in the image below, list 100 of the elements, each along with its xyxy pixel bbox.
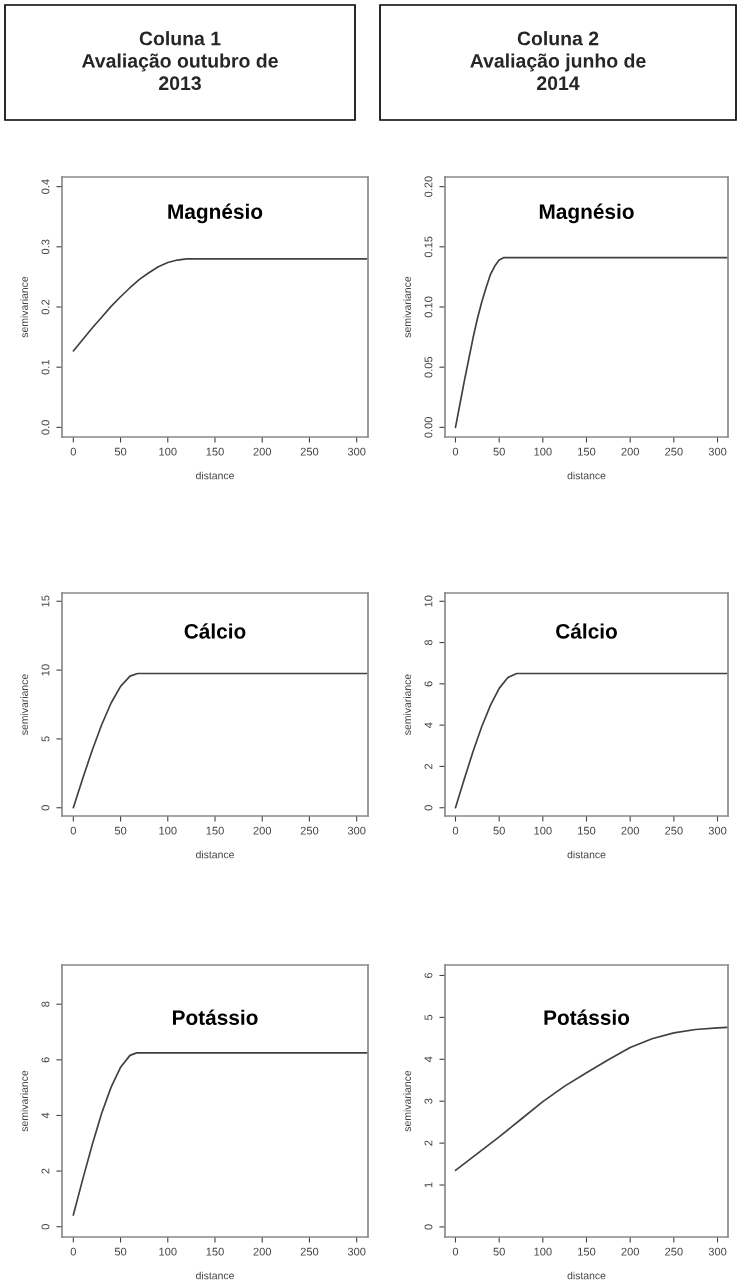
x-tick-label: 250	[665, 826, 683, 835]
y-tick-label: 10	[424, 595, 433, 607]
x-axis-title: distance	[196, 850, 234, 859]
y-tick-label: 0.05	[424, 356, 433, 378]
line-series	[454, 1026, 728, 1172]
line-series	[72, 672, 368, 809]
x-axis-title: distance	[567, 471, 606, 480]
y-tick-label: 15	[41, 595, 50, 607]
x-tick-label: 100	[159, 1247, 177, 1256]
y-tick-label: 4	[41, 1112, 50, 1119]
x-tick-label: 100	[534, 826, 552, 835]
x-tick-label: 100	[159, 447, 177, 456]
y-tick-label: 4	[424, 722, 433, 728]
x-tick-label: 100	[534, 447, 552, 456]
x-tick-label: 200	[253, 447, 272, 456]
y-tick-label: 8	[424, 639, 433, 646]
line-series	[454, 256, 728, 429]
text: Cálcio	[184, 623, 246, 639]
x-tick-label: 250	[300, 1247, 319, 1256]
x-tick-label: 300	[347, 826, 366, 835]
y-tick-label: 8	[41, 1001, 50, 1007]
x-axis-title: distance	[196, 1271, 234, 1280]
text: Potássio	[544, 1009, 630, 1025]
x-tick-label: 200	[621, 447, 640, 456]
text: Coluna 2 Avaliação junho de 2014	[470, 31, 646, 91]
y-tick-label: 2	[424, 763, 433, 769]
x-axis-title: distance	[567, 850, 606, 859]
x-tick-label: 50	[114, 1247, 127, 1256]
x-tick-label: 300	[347, 447, 366, 456]
x-tick-label: 200	[253, 1247, 272, 1256]
y-tick-label: 0.1	[41, 360, 50, 375]
y-tick-label: 1	[424, 1182, 433, 1188]
x-tick-label: 200	[253, 826, 272, 835]
x-tick-label: 0	[452, 1247, 459, 1256]
line-series	[72, 258, 368, 352]
x-tick-label: 200	[621, 826, 640, 835]
y-tick-label: 3	[424, 1098, 433, 1104]
y-tick-label: 6	[424, 681, 433, 687]
y-tick-label: 4	[424, 1056, 433, 1063]
x-tick-label: 300	[347, 1247, 366, 1256]
y-axis-title: semivariance	[403, 674, 412, 735]
y-tick-label: 0.0	[41, 420, 50, 435]
x-tick-label: 150	[578, 447, 596, 456]
x-tick-label: 150	[206, 826, 224, 835]
text: Potássio	[172, 1009, 258, 1025]
x-axis-title: distance	[567, 1271, 606, 1280]
y-tick-label: 2	[424, 1140, 433, 1146]
x-tick-label: 50	[493, 447, 505, 456]
y-tick-label: 0.3	[41, 239, 50, 255]
x-tick-label: 250	[665, 447, 683, 456]
y-tick-label: 0	[424, 805, 433, 811]
y-axis-title: semivariance	[403, 1070, 412, 1132]
y-tick-label: 0	[41, 805, 50, 811]
x-tick-label: 100	[534, 1247, 552, 1256]
x-tick-label: 0	[452, 447, 459, 456]
text: Magnésio	[168, 203, 263, 224]
x-tick-label: 300	[708, 447, 727, 456]
y-tick-label: 5	[41, 736, 50, 742]
y-tick-label: 0.4	[41, 179, 50, 194]
y-tick-label: 0	[41, 1224, 50, 1230]
line-series	[454, 672, 728, 809]
y-axis-title: semivariance	[403, 276, 412, 338]
x-tick-label: 50	[493, 1247, 505, 1256]
y-tick-label: 6	[41, 1057, 50, 1063]
y-axis-title: semivariance	[20, 674, 29, 735]
line-series	[72, 1052, 368, 1216]
x-tick-label: 300	[708, 1247, 727, 1256]
x-tick-label: 50	[114, 826, 127, 835]
x-tick-label: 0	[70, 447, 76, 456]
x-tick-label: 50	[114, 447, 127, 456]
x-tick-label: 150	[578, 826, 596, 835]
y-tick-label: 10	[41, 664, 50, 676]
x-tick-label: 50	[493, 826, 505, 835]
x-tick-label: 150	[206, 1247, 224, 1256]
y-tick-label: 2	[41, 1168, 50, 1174]
y-tick-label: 0.2	[41, 299, 50, 315]
y-tick-label: 0	[424, 1224, 433, 1230]
x-tick-label: 250	[300, 826, 319, 835]
text: Magnésio	[539, 203, 634, 224]
y-tick-label: 0.00	[424, 416, 433, 438]
y-axis-title: semivariance	[20, 1070, 29, 1132]
x-tick-label: 0	[452, 826, 459, 835]
y-tick-label: 0.10	[424, 296, 433, 318]
x-tick-label: 0	[70, 1247, 76, 1256]
x-tick-label: 250	[665, 1247, 683, 1256]
y-axis-title: semivariance	[20, 276, 29, 338]
x-tick-label: 0	[70, 826, 76, 835]
x-tick-label: 200	[621, 1247, 640, 1256]
x-axis-title: distance	[196, 471, 234, 480]
x-tick-label: 100	[159, 826, 177, 835]
y-tick-label: 0.20	[424, 176, 433, 198]
x-tick-label: 150	[206, 447, 224, 456]
text: Coluna 1 Avaliação outubro de 2013	[82, 31, 278, 91]
text: Cálcio	[556, 623, 617, 639]
y-tick-label: 5	[424, 1014, 433, 1021]
x-tick-label: 300	[708, 826, 727, 835]
x-tick-label: 150	[578, 1247, 596, 1256]
x-tick-label: 250	[300, 447, 319, 456]
y-tick-label: 0.15	[424, 236, 433, 258]
y-tick-label: 6	[424, 972, 433, 978]
